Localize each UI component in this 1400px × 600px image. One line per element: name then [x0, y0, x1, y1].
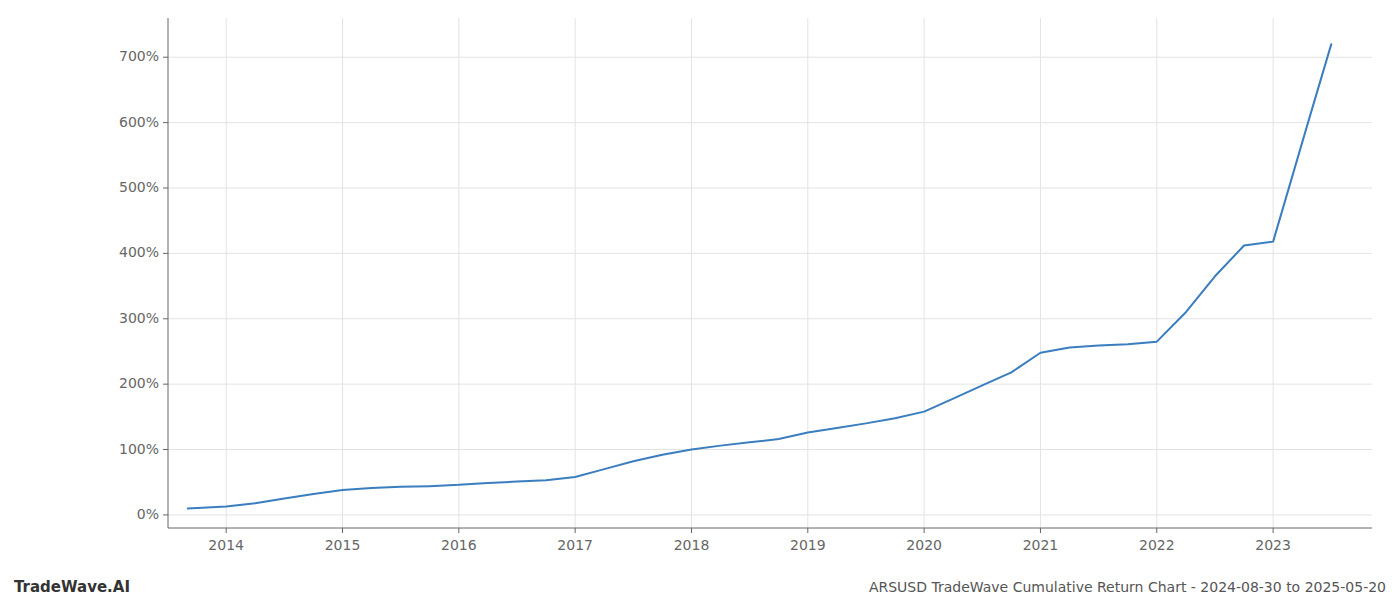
- x-grid-line: [807, 18, 808, 528]
- y-tick: [163, 253, 168, 254]
- x-tick-label: 2018: [674, 537, 710, 553]
- x-grid-line: [575, 18, 576, 528]
- x-tick-label: 2015: [325, 537, 361, 553]
- x-tick: [1273, 528, 1274, 533]
- x-grid-line: [1156, 18, 1157, 528]
- x-tick: [924, 528, 925, 533]
- y-tick-label: 400%: [119, 244, 159, 260]
- x-grid-line: [1040, 18, 1041, 528]
- y-grid-line: [168, 514, 1372, 515]
- x-grid-line: [924, 18, 925, 528]
- x-tick: [342, 528, 343, 533]
- x-tick: [1156, 528, 1157, 533]
- x-tick: [691, 528, 692, 533]
- y-grid-line: [168, 384, 1372, 385]
- x-tick-label: 2023: [1255, 537, 1291, 553]
- x-tick-label: 2022: [1139, 537, 1175, 553]
- x-tick-label: 2020: [906, 537, 942, 553]
- chart-title: ARSUSD TradeWave Cumulative Return Chart…: [869, 579, 1386, 595]
- y-tick: [163, 318, 168, 319]
- x-tick: [226, 528, 227, 533]
- y-tick-label: 500%: [119, 179, 159, 195]
- y-grid-line: [168, 449, 1372, 450]
- x-grid-line: [458, 18, 459, 528]
- y-grid-line: [168, 57, 1372, 58]
- x-tick: [1040, 528, 1041, 533]
- x-tick-label: 2014: [208, 537, 244, 553]
- y-tick-label: 700%: [119, 48, 159, 64]
- x-grid-line: [691, 18, 692, 528]
- y-tick-label: 600%: [119, 114, 159, 130]
- x-tick-label: 2016: [441, 537, 477, 553]
- plot-area: [188, 44, 1332, 508]
- y-tick-label: 0%: [137, 506, 159, 522]
- y-axis-line: [168, 18, 169, 528]
- x-grid-line: [1273, 18, 1274, 528]
- x-tick-label: 2021: [1023, 537, 1059, 553]
- y-tick: [163, 122, 168, 123]
- background: [0, 0, 1400, 600]
- return-line: [188, 44, 1332, 508]
- y-tick: [163, 188, 168, 189]
- x-grid-line: [342, 18, 343, 528]
- x-tick-label: 2019: [790, 537, 826, 553]
- x-tick: [458, 528, 459, 533]
- y-tick-label: 200%: [119, 375, 159, 391]
- axes: 0% 100% 200% 300% 400% 500% 600% 700% 2014 2015 20…: [119, 18, 1372, 553]
- y-tick: [163, 449, 168, 450]
- watermark: TradeWave.AI: [14, 578, 130, 596]
- y-grid-line: [168, 253, 1372, 254]
- grid: [168, 18, 1372, 528]
- x-tick: [807, 528, 808, 533]
- y-tick: [163, 514, 168, 515]
- x-axis-line: [168, 528, 1372, 529]
- y-grid-line: [168, 318, 1372, 319]
- y-tick-label: 100%: [119, 441, 159, 457]
- x-grid-line: [226, 18, 227, 528]
- x-tick: [575, 528, 576, 533]
- x-tick-label: 2017: [557, 537, 593, 553]
- y-tick: [163, 384, 168, 385]
- y-tick: [163, 57, 168, 58]
- y-grid-line: [168, 188, 1372, 189]
- chart-container: 0% 100% 200% 300% 400% 500% 600% 700% 2014 2015 20…: [0, 0, 1400, 600]
- y-tick-label: 300%: [119, 310, 159, 326]
- chart-svg: 0% 100% 200% 300% 400% 500% 600% 700% 2014 2015 20…: [0, 0, 1400, 600]
- y-grid-line: [168, 122, 1372, 123]
